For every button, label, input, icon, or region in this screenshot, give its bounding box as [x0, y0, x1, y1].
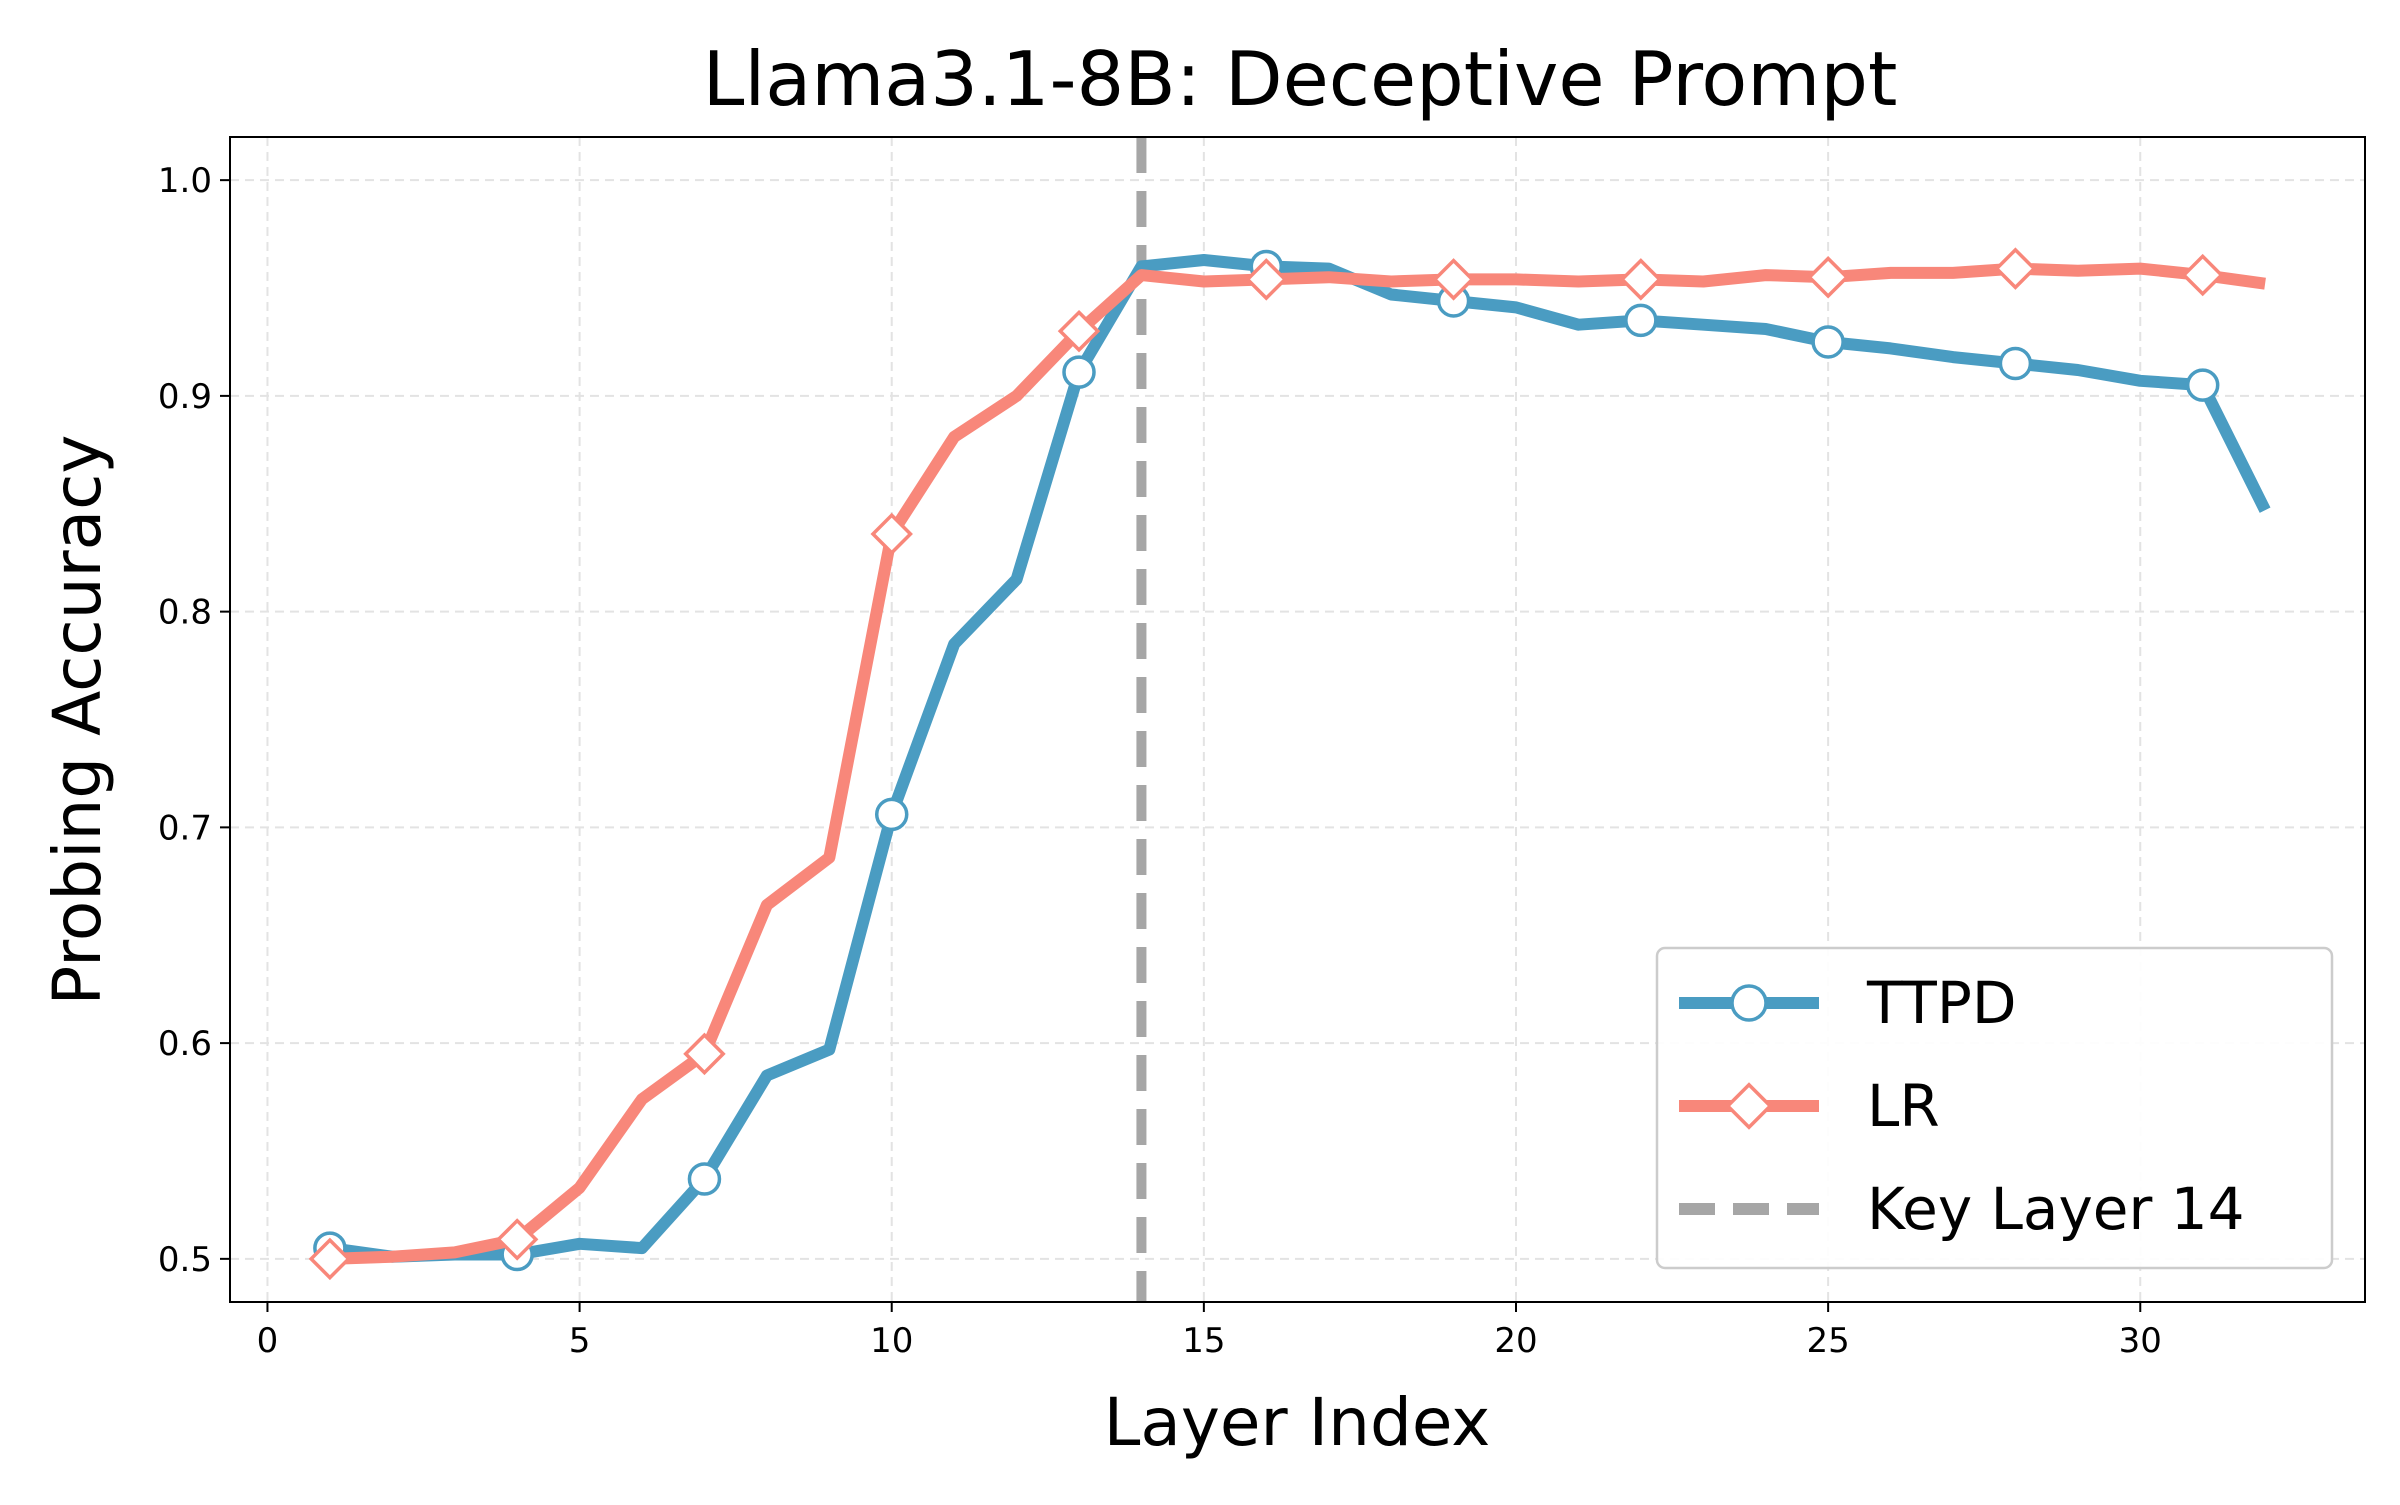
data-point-ttpd [1998, 346, 2033, 381]
data-point-lr [870, 512, 913, 556]
data-point-lr [1057, 309, 1101, 353]
data-point-ttpd [1062, 355, 1096, 389]
x-tick-label: 15 [1182, 1321, 1225, 1361]
data-point-lr [1432, 258, 1475, 301]
y-tick-label: 0.5 [158, 1240, 212, 1280]
legend-marker [1725, 1082, 1773, 1130]
x-axis-label: Layer Index [1104, 1384, 1491, 1461]
y-tick-label: 1.0 [158, 161, 212, 201]
x-tick-label: 30 [2119, 1321, 2162, 1361]
plot-frame [229, 136, 2366, 1303]
grid [230, 137, 2365, 1302]
data-point-lr [495, 1218, 539, 1261]
x-tick-label: 20 [1494, 1321, 1537, 1361]
data-point-lr [2181, 253, 2224, 297]
legend-item: LR [1679, 1072, 1940, 1140]
data-point-ttpd [874, 797, 909, 832]
series-line-lr [329, 262, 2266, 1265]
data-point-lr [1994, 247, 2037, 290]
data-point-lr [683, 1032, 726, 1076]
y-tick-label: 0.8 [158, 593, 212, 633]
y-tick-label: 0.7 [158, 808, 212, 848]
data-point-lr [1619, 258, 1663, 301]
data-point-ttpd [687, 1162, 722, 1196]
series-line-ttpd [329, 254, 2271, 1263]
y-tick-label: 0.6 [158, 1024, 212, 1064]
x-tick-label: 25 [1806, 1321, 1849, 1361]
legend-label: Key Layer 14 [1867, 1175, 2245, 1243]
x-tick-label: 10 [870, 1321, 913, 1361]
legend-box [1655, 946, 2334, 1270]
series-layer [308, 247, 2271, 1281]
series-ttpd [313, 249, 2271, 1272]
legend-label: TTPD [1866, 969, 2016, 1037]
data-point-ttpd [1624, 303, 1658, 338]
series-lr [308, 247, 2266, 1281]
x-tick-label: 0 [257, 1321, 279, 1361]
axis-ticks: 0 5 10 15 20 25 30 0.5 0.6 0.7 0.8 0.9 1.0 [158, 161, 2162, 1361]
legend-marker [1730, 984, 1768, 1022]
data-point-lr [1245, 258, 1288, 301]
legend-item: TTPD [1679, 969, 2016, 1037]
data-point-lr [1806, 256, 1850, 299]
chart-title: Llama3.1-8B: Deceptive Prompt [703, 35, 1898, 123]
data-point-ttpd [2185, 368, 2220, 402]
y-tick-label: 0.9 [158, 377, 212, 417]
legend-item: Key Layer 14 [1679, 1175, 2245, 1243]
x-tick-label: 5 [569, 1321, 591, 1361]
y-axis-label: Probing Accuracy [39, 435, 116, 1006]
data-point-lr [308, 1237, 352, 1281]
data-point-ttpd [1811, 325, 1845, 359]
legend: TTPD LR Key Layer 14 [1655, 946, 2334, 1270]
legend-label: LR [1867, 1072, 1940, 1140]
